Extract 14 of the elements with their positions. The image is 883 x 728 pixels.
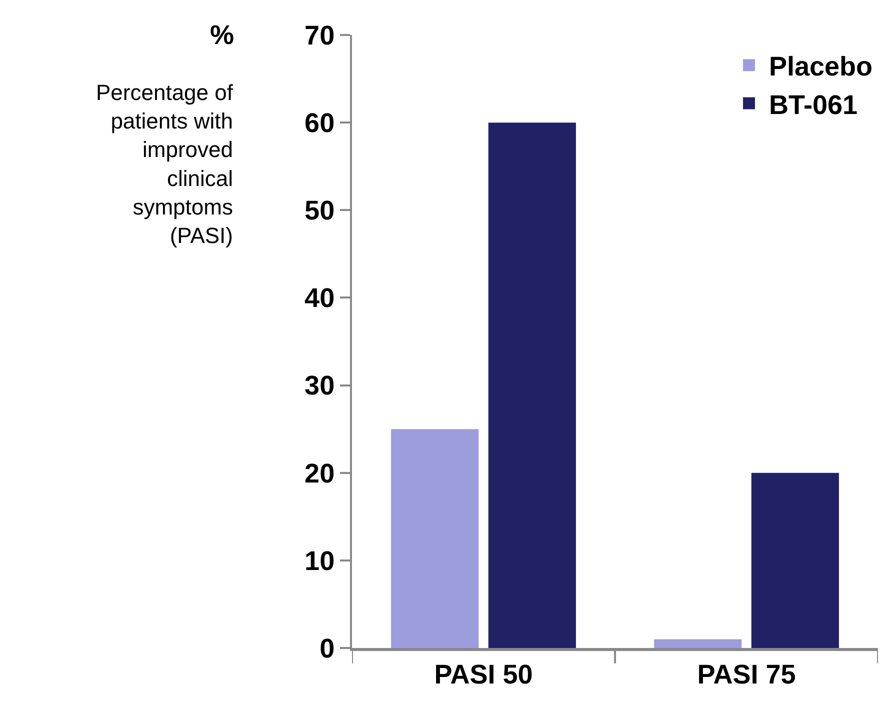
y-tick-label: 70	[304, 20, 335, 50]
y-tick-label: 50	[304, 196, 335, 226]
x-tick-label: PASI 50	[434, 659, 533, 690]
text: Percentage of patients with improved clinical symptoms (PASI)	[96, 80, 234, 248]
y-tick-label: 60	[304, 108, 335, 138]
y-tick-label: 30	[304, 370, 335, 401]
y-tick-label: 10	[304, 546, 335, 576]
y-axis-title: %	[210, 20, 234, 50]
y-tick-label: 20	[304, 458, 335, 488]
y-tick-label: 40	[304, 283, 335, 314]
x-tick-label: PASI 75	[697, 659, 796, 690]
legend-label: BT-061	[769, 90, 858, 120]
legend-label: Placebo	[769, 52, 873, 82]
y-tick-label: 0	[320, 633, 335, 664]
